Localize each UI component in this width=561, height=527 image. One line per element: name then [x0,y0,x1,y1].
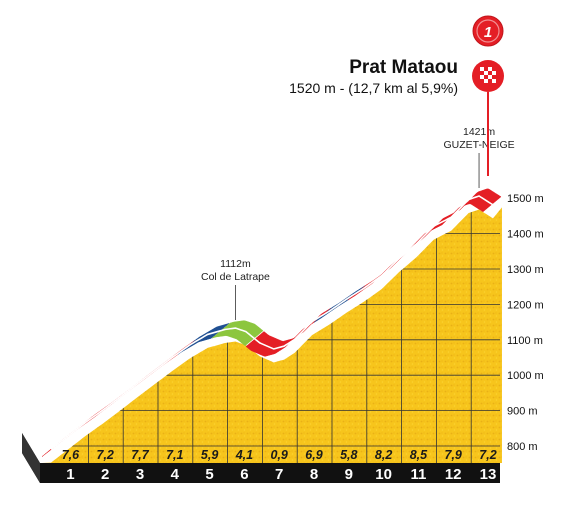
gradient-ribbon [41,188,502,457]
grade-label: 5,9 [201,448,218,462]
grade-label: 4,1 [235,448,253,462]
km-label: 9 [345,466,353,483]
grade-label: 7,6 [62,448,80,462]
km-label: 3 [136,466,144,483]
grade-label: 7,9 [445,448,462,462]
y-tick-label: 1500 m [507,193,544,205]
km-base-bar [22,433,500,483]
grade-label: 7,2 [97,448,114,462]
flag-square [480,79,484,83]
y-axis-ticks: 800 m 900 m 1000 m 1100 m 1200 m 1300 m 1400 m… [507,193,544,453]
y-tick-label: 800 m [507,441,538,453]
km-label: 5 [205,466,213,483]
flag-square [484,75,488,79]
grade-label: 8,5 [410,448,428,462]
ribbon-centerline [50,195,494,450]
y-tick-label: 1000 m [507,370,544,382]
grade-label: 6,9 [305,448,322,462]
climb-subtitle: 1520 m - (12,7 km al 5,9%) [289,80,458,96]
climb-title: Prat Mataou [349,57,458,78]
y-tick-label: 900 m [507,406,538,418]
ribbon-segment [211,320,264,347]
flag-square [492,71,496,75]
annotation-name: GUZET-NEIGE [443,139,514,151]
base-strip [22,433,500,483]
km-label: 6 [240,466,248,483]
annotation-name: Col de Latrape [201,271,270,283]
flag-square [480,67,484,71]
km-label: 2 [101,466,109,483]
flag-square [484,79,488,83]
grade-label: 7,2 [479,448,496,462]
km-label: 13 [480,466,497,483]
km-labels: 1 2 3 4 5 6 7 8 9 10 11 12 13 [66,466,496,483]
annotation-altitude: 1112m [220,258,251,270]
flag-square [480,71,484,75]
flag-square [492,79,496,83]
km-label: 12 [445,466,462,483]
y-tick-label: 1400 m [507,229,544,241]
grade-labels: 7,6 7,2 7,7 7,1 5,9 4,1 0,9 6,9 5,8 8,2 8,5 7,9 7,2 [62,448,497,462]
flag-square [484,71,488,75]
category-number: 1 [484,24,492,41]
grade-label: 5,8 [340,448,357,462]
km-label: 10 [375,466,392,483]
flag-square [492,67,496,71]
y-tick-label: 1100 m [507,335,543,347]
km-label: 11 [410,466,426,483]
y-tick-label: 1300 m [507,264,544,276]
grade-label: 7,1 [166,448,183,462]
flag-square [488,67,492,71]
annotation-altitude: 1421m [463,126,495,138]
grade-label: 7,7 [131,448,149,462]
checkered-flag-icon [472,60,504,176]
flag-square [488,71,492,75]
km-label: 4 [171,466,180,483]
km-label: 8 [310,466,318,483]
elevation-area [42,207,502,463]
flag-square [488,79,492,83]
flag-square [484,67,488,71]
elevation-fill [42,207,502,463]
km-label: 1 [66,466,74,483]
category-badge: 1 [472,15,504,47]
grade-label: 0,9 [271,448,288,462]
flag-square [492,75,496,79]
flag-square [480,75,484,79]
flag-square [488,75,492,79]
y-tick-label: 1200 m [507,299,544,311]
grade-label: 8,2 [375,448,392,462]
base-side [22,433,40,483]
km-label: 7 [275,466,283,483]
